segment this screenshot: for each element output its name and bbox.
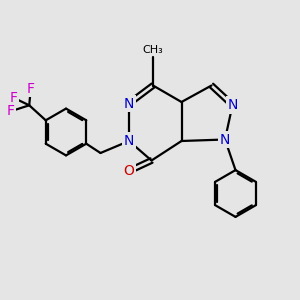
Text: CH₃: CH₃ bbox=[142, 45, 164, 55]
Text: N: N bbox=[227, 98, 238, 112]
Text: O: O bbox=[124, 164, 134, 178]
Text: N: N bbox=[124, 134, 134, 148]
Text: F: F bbox=[7, 104, 15, 118]
Text: N: N bbox=[220, 133, 230, 146]
Text: N: N bbox=[124, 97, 134, 110]
Text: F: F bbox=[27, 82, 35, 96]
Text: F: F bbox=[10, 91, 18, 105]
